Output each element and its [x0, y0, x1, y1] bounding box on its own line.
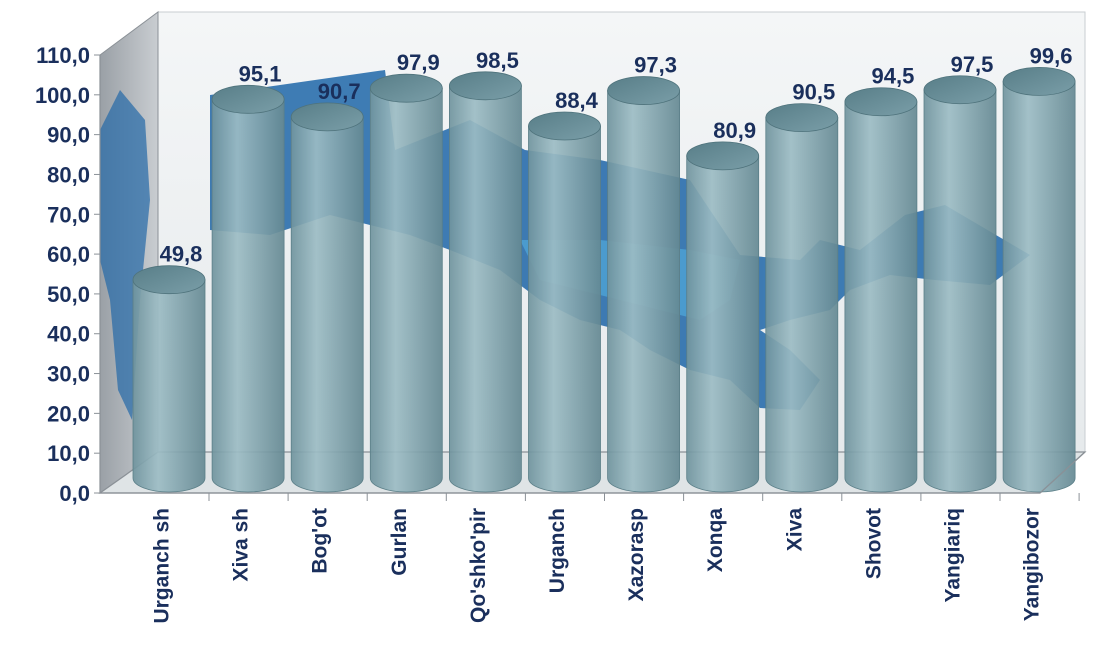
bar: [290, 102, 364, 493]
bar-body: [211, 98, 285, 493]
y-tick-label: 100,0: [35, 83, 90, 108]
bar-top: [211, 84, 285, 114]
value-label: 95,1: [239, 61, 282, 86]
y-tick-label: 30,0: [47, 362, 90, 387]
bar-top: [290, 102, 364, 132]
bar-body: [686, 155, 760, 493]
bar: [844, 87, 918, 493]
bar-top: [132, 265, 206, 295]
category-label: Bog'ot: [309, 508, 332, 574]
value-label: 97,5: [951, 52, 994, 77]
bar-body: [449, 85, 522, 493]
y-tick-label: 50,0: [47, 282, 90, 307]
bar: [132, 265, 206, 493]
y-tick-label: 70,0: [47, 202, 90, 227]
bar-body: [607, 90, 680, 493]
bar-body: [765, 117, 839, 493]
category-label: Yangibozor: [1021, 508, 1044, 621]
bar-body: [923, 89, 997, 493]
y-tick-label: 110,0: [36, 43, 90, 68]
value-label: 80,9: [713, 118, 756, 143]
value-label: 97,3: [634, 53, 677, 78]
value-label: 90,5: [792, 80, 835, 105]
value-label: 94,5: [871, 64, 914, 89]
y-tick-label: 0,0: [59, 481, 90, 506]
bar: [607, 76, 680, 493]
y-tick-label: 20,0: [47, 401, 90, 426]
value-label: 98,5: [476, 48, 519, 73]
y-tick-label: 60,0: [47, 242, 90, 267]
category-label: Xiva sh: [230, 508, 253, 582]
y-tick-label: 90,0: [47, 123, 90, 148]
bar-top: [369, 73, 443, 103]
bar: [1002, 67, 1076, 493]
category-label: Urganch sh: [151, 508, 174, 624]
category-label: Xazorasp: [625, 508, 648, 601]
bar-top: [607, 76, 680, 105]
floor-edge: [1039, 451, 1086, 494]
bar: [923, 75, 997, 493]
category-label: Shovot: [862, 508, 885, 579]
value-label: 49,8: [160, 242, 203, 267]
bar: [369, 73, 443, 493]
bar-body: [132, 279, 206, 493]
value-label: 90,7: [318, 79, 361, 104]
y-tick-label: 80,0: [47, 162, 90, 187]
y-tick-label: 10,0: [47, 441, 90, 466]
category-label: Urganch: [546, 508, 569, 593]
bar-top: [448, 71, 522, 101]
value-label: 97,9: [397, 50, 440, 75]
bar-body: [528, 125, 601, 493]
bar: [528, 111, 601, 493]
bar-body: [369, 87, 443, 493]
x-axis: Urganch sh Xiva sh Bog'ot Gurlan Qo'shko'pir…: [100, 451, 1086, 624]
category-label: Yangiariq: [942, 508, 965, 603]
bars: 49,8 95,1 90,7 97,9 98,5 88,4 97,3 80,9 90,5 94,5…: [132, 43, 1076, 493]
bar: [448, 71, 522, 493]
y-tick-label: 40,0: [47, 322, 90, 347]
bar-top: [923, 75, 997, 105]
bar-top: [686, 141, 760, 171]
bar: [686, 141, 760, 493]
bar: [765, 103, 839, 493]
bar-body: [1002, 81, 1076, 493]
category-label: Qo'shko'pir: [467, 508, 490, 623]
value-label: 99,6: [1030, 43, 1073, 68]
bar-body: [844, 101, 918, 493]
bar-top: [528, 111, 601, 141]
bar-top: [844, 87, 918, 117]
category-label: Gurlan: [388, 508, 411, 576]
bar-body: [290, 116, 364, 493]
value-label: 88,4: [555, 88, 599, 113]
y-axis: 0,0 10,0 20,0 30,0 40,0 50,0 60,0 70,0 80,0 90,0 1…: [35, 43, 101, 506]
category-label: Xonqa: [704, 508, 727, 572]
bar-top: [765, 103, 839, 133]
category-label: Xiva: [783, 508, 806, 552]
bar-top: [1002, 67, 1076, 96]
bar: [211, 84, 285, 493]
